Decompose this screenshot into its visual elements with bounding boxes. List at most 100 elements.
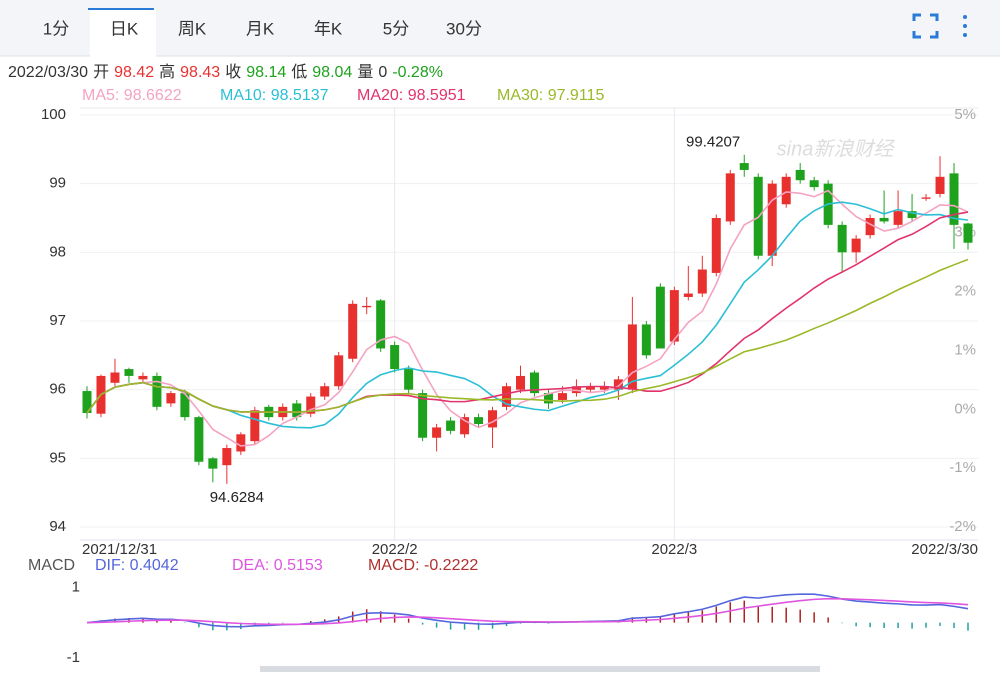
info-line: 2022/03/30 开 98.42 高 98.43 收 98.14 低 98.04 量 0 -0.2…: [8, 63, 443, 81]
y2-tick-label: 2%: [954, 283, 976, 300]
y-tick-label: 100: [41, 106, 66, 123]
candle-body: [432, 427, 442, 438]
candle-body: [390, 345, 400, 370]
candle-body: [124, 369, 134, 376]
ma-line: [86, 258, 969, 414]
dot: [963, 33, 967, 37]
ma-line: [86, 189, 969, 447]
y-tick-label: 95: [49, 449, 66, 466]
volume-value: 0: [378, 64, 387, 81]
tab[interactable]: 年K: [314, 19, 343, 38]
y2-tick-label: -2%: [949, 518, 976, 535]
candle-body: [641, 324, 651, 356]
tab[interactable]: 30分: [446, 19, 482, 38]
tab[interactable]: 日K: [110, 19, 139, 38]
macd-tick-label: 1: [72, 578, 80, 595]
max-label: 99.4207: [686, 134, 740, 151]
candle-body: [893, 211, 903, 225]
candle-body: [837, 224, 847, 253]
scrollbar[interactable]: [260, 666, 820, 672]
y-tick-label: 98: [49, 243, 66, 260]
candle-body: [138, 375, 148, 380]
candle-body: [222, 448, 232, 466]
y2-tick-label: -1%: [949, 459, 976, 476]
date: 2022/03/30: [8, 64, 88, 81]
candle-body: [627, 324, 637, 390]
dea-line: [86, 597, 969, 626]
candle-body: [529, 372, 539, 394]
y-tick-label: 97: [49, 312, 66, 329]
ma-legend: MA10: 98.5137: [220, 87, 329, 104]
tab[interactable]: 月K: [246, 19, 275, 38]
candle-body: [669, 290, 679, 342]
candle-body: [152, 375, 162, 407]
candle-body: [711, 218, 721, 273]
dot: [963, 15, 967, 19]
y-tick-label: 94: [49, 518, 66, 535]
tab[interactable]: 1分: [43, 19, 69, 38]
candle-body: [418, 393, 428, 438]
candle-body: [543, 393, 553, 404]
x-tick-label: 2022/2: [372, 541, 418, 558]
change-value: -0.28%: [392, 64, 443, 81]
candle-body: [725, 173, 735, 222]
macd-title: MACD: [28, 557, 75, 574]
close-value: 98.14: [246, 64, 286, 81]
candle-body: [208, 458, 218, 469]
candle-body: [82, 391, 92, 414]
fullscreen-icon[interactable]: [912, 13, 939, 39]
min-label: 94.6284: [210, 489, 264, 506]
watermark: sina新浪财经: [777, 138, 896, 160]
candle-body: [585, 386, 595, 390]
macd-dea: DEA: 0.5153: [232, 557, 323, 574]
y2-tick-label: 5%: [954, 106, 976, 123]
fullscreen-glyph: [912, 13, 939, 39]
tab-bar: [0, 0, 1000, 56]
candle-body: [376, 300, 386, 349]
volume-label: 量: [357, 64, 373, 81]
candle-body: [348, 303, 358, 359]
y-tick-label: 96: [49, 381, 66, 398]
y2-tick-label: 0%: [954, 400, 976, 417]
menu-icon[interactable]: [963, 15, 967, 37]
candle-body: [907, 211, 917, 218]
ma-line: [86, 201, 969, 429]
macd-tick-label: -1: [67, 649, 80, 666]
candle-body: [655, 286, 665, 349]
candle-body: [306, 396, 316, 414]
candle-body: [166, 393, 176, 404]
candle-body: [697, 269, 707, 294]
candle-body: [613, 379, 623, 390]
candle-body: [683, 293, 693, 297]
candle-body: [362, 305, 372, 308]
candle-body: [292, 403, 302, 418]
tab[interactable]: 5分: [383, 19, 409, 38]
candle-body: [516, 375, 526, 390]
candle-body: [502, 386, 512, 407]
candle-body: [320, 386, 330, 397]
y-tick-label: 99: [49, 175, 66, 192]
tab[interactable]: 周K: [178, 19, 207, 38]
candle-body: [795, 169, 805, 181]
candle-body: [488, 410, 498, 428]
macd-dif: DIF: 0.4042: [95, 557, 179, 574]
candle-body: [851, 238, 861, 253]
candle-body: [739, 163, 749, 170]
candle-body: [963, 223, 973, 243]
candle-body: [194, 417, 204, 462]
candle-body: [334, 355, 344, 387]
low-value: 98.04: [312, 64, 352, 81]
high-label: 高: [159, 63, 175, 81]
close-label: 收: [225, 63, 241, 81]
ma-legend: MA30: 97.9115: [497, 87, 604, 104]
tab-selected: [90, 8, 156, 57]
candle-body: [236, 434, 246, 452]
x-tick-label: 2021/12/31: [82, 541, 157, 558]
candle-body: [557, 393, 567, 400]
ma-legend: MA20: 98.5951: [357, 87, 466, 104]
candle-body: [921, 197, 931, 199]
candle-body: [460, 417, 470, 435]
x-tick-label: 2022/3: [651, 541, 697, 558]
candle-body: [599, 386, 609, 390]
